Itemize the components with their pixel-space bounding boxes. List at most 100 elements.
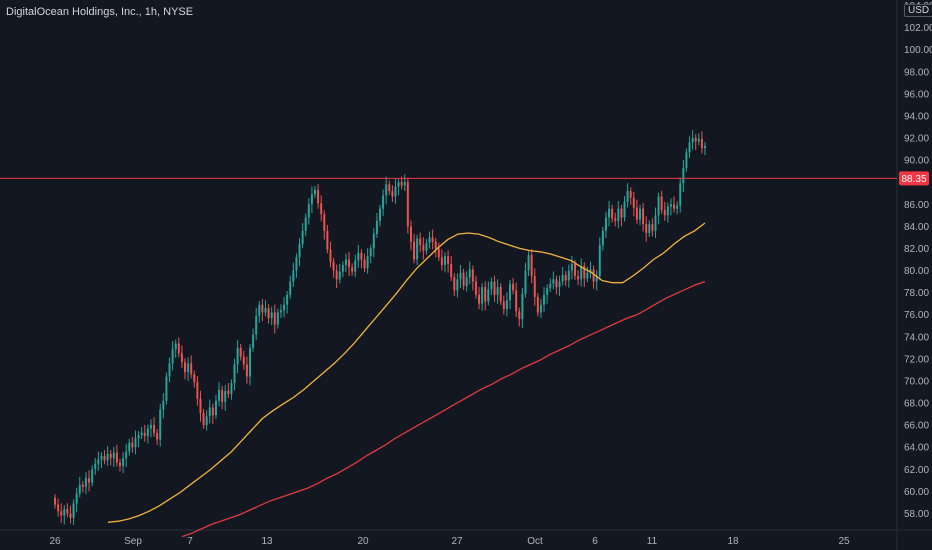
candle-body xyxy=(468,269,471,278)
candle-body xyxy=(57,504,60,512)
candle-body xyxy=(673,204,676,209)
candle-body xyxy=(635,207,638,220)
candle-body xyxy=(577,276,580,280)
candle-body xyxy=(267,308,270,318)
candle-body xyxy=(493,281,496,295)
candle-body xyxy=(694,138,697,142)
candle-body xyxy=(137,435,140,439)
chart-title: DigitalOcean Holdings, Inc., 1h, NYSE xyxy=(6,6,194,18)
candle-body xyxy=(314,189,316,195)
candle-body xyxy=(394,186,397,197)
candle-body xyxy=(416,238,419,260)
candle-body xyxy=(397,182,400,187)
candle-body xyxy=(270,312,273,318)
candle-body xyxy=(115,452,118,463)
candle-body xyxy=(574,263,576,277)
candle-body xyxy=(252,334,255,348)
candle-body xyxy=(524,270,527,294)
y-tick-label: 90.00 xyxy=(904,156,929,167)
candle-body xyxy=(140,432,143,436)
x-tick-label: 20 xyxy=(357,536,369,547)
candle-body xyxy=(617,208,620,221)
candle-body xyxy=(561,274,564,282)
candle-body xyxy=(595,276,598,282)
candle-body xyxy=(221,389,224,402)
candle-body xyxy=(230,383,233,395)
candle-body xyxy=(205,416,208,426)
candle-body xyxy=(307,204,310,218)
candle-body xyxy=(527,255,530,271)
y-tick-label: 100.00 xyxy=(904,45,932,56)
y-tick-label: 102.00 xyxy=(904,23,932,34)
x-tick-label: 7 xyxy=(187,536,193,547)
candle-body xyxy=(462,272,465,286)
candle-body xyxy=(388,184,391,192)
candle-body xyxy=(323,214,326,231)
candle-body xyxy=(608,208,611,218)
candle-body xyxy=(521,293,524,320)
y-tick-label: 58.00 xyxy=(904,509,929,520)
candle-body xyxy=(338,271,341,280)
candle-body xyxy=(682,167,685,184)
candle-body xyxy=(512,283,515,291)
candle-body xyxy=(184,362,186,373)
candle-body xyxy=(199,398,202,413)
candle-body xyxy=(679,183,682,206)
candle-body xyxy=(546,288,549,295)
y-tick-label: 86.00 xyxy=(904,200,929,211)
candle-body xyxy=(431,237,434,242)
x-tick-label: 27 xyxy=(451,536,463,547)
candle-body xyxy=(474,281,477,295)
y-tick-label: 72.00 xyxy=(904,354,929,365)
candle-body xyxy=(202,412,205,426)
candle-body xyxy=(471,269,474,282)
y-tick-label: 64.00 xyxy=(904,443,929,454)
candle-body xyxy=(570,263,573,271)
y-tick-label: 62.00 xyxy=(904,465,929,476)
candle-body xyxy=(208,407,211,417)
currency-badge[interactable]: USD xyxy=(904,4,932,17)
candle-body xyxy=(214,400,217,416)
candle-body xyxy=(317,189,320,204)
candle-body xyxy=(224,390,227,402)
y-tick-label: 66.00 xyxy=(904,421,929,432)
candle-body xyxy=(351,267,354,272)
candle-body xyxy=(149,425,152,429)
candle-body xyxy=(354,260,357,272)
candle-body xyxy=(586,272,589,279)
candle-body xyxy=(444,256,446,265)
candle-body xyxy=(81,484,84,487)
y-tick-label: 82.00 xyxy=(904,244,929,255)
candle-body xyxy=(499,287,502,302)
candle-body xyxy=(648,224,651,233)
candle-body xyxy=(245,364,248,377)
y-tick-label: 94.00 xyxy=(904,111,929,122)
candle-body xyxy=(666,206,669,216)
candle-body xyxy=(348,259,351,268)
candle-body xyxy=(484,287,487,302)
candle-body xyxy=(292,270,295,282)
candle-body xyxy=(385,184,388,196)
candle-body xyxy=(341,265,344,272)
moving-average-slow xyxy=(181,280,706,538)
candle-body xyxy=(276,312,279,325)
candle-body xyxy=(509,283,511,301)
candle-body xyxy=(72,503,75,518)
candle-body xyxy=(363,259,366,269)
price-label-background xyxy=(899,171,929,186)
price-label: 88.35 xyxy=(901,174,926,185)
candle-body xyxy=(434,241,437,249)
candle-body xyxy=(629,191,632,198)
y-tick-label: 80.00 xyxy=(904,266,929,277)
candle-body xyxy=(295,257,298,271)
candle-body xyxy=(490,281,493,290)
candle-body xyxy=(153,425,156,433)
candle-body xyxy=(645,224,648,233)
candle-body xyxy=(286,294,289,305)
candle-body xyxy=(264,308,267,313)
candle-body xyxy=(369,248,372,257)
candle-body xyxy=(227,390,230,395)
candle-body xyxy=(654,215,657,231)
